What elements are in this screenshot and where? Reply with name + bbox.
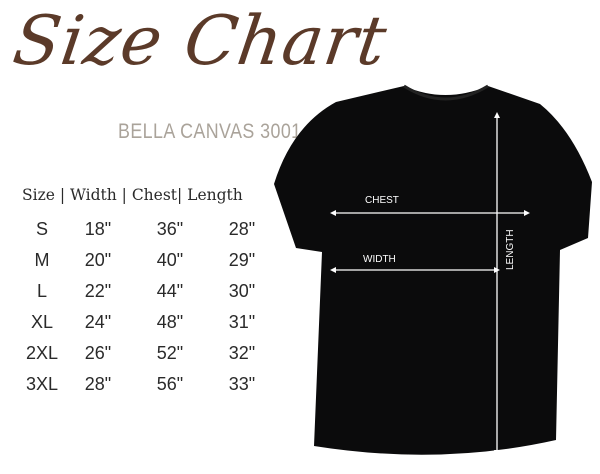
width-arrow xyxy=(330,267,500,273)
table-cell: M xyxy=(34,250,50,270)
length-label: LENGTH xyxy=(505,229,516,270)
length-arrow xyxy=(494,112,500,456)
table-cell: 33" xyxy=(228,374,256,394)
table-cell: 30" xyxy=(228,281,256,301)
table-header: Size | Width | Chest| Length xyxy=(22,186,243,204)
table-cell: 28" xyxy=(84,374,112,394)
table-cell: 44" xyxy=(156,281,184,301)
chest-label: CHEST xyxy=(365,195,399,206)
table-cell: 48" xyxy=(156,312,184,332)
table-cell: XL xyxy=(30,312,54,332)
table-cell: 32" xyxy=(228,343,256,363)
table-row: XL 24" 48" 31" xyxy=(22,307,278,338)
chest-arrow xyxy=(330,210,530,216)
table-row: L 22" 44" 30" xyxy=(22,276,278,307)
table-cell: 56" xyxy=(156,374,184,394)
table-cell: 26" xyxy=(84,343,112,363)
table-cell: 24" xyxy=(84,312,112,332)
table-cell: 20" xyxy=(84,250,112,270)
table-cell: 52" xyxy=(156,343,184,363)
table-cell: 22" xyxy=(84,281,112,301)
size-table: Size | Width | Chest| Length S 18" 36" 28" M… xyxy=(22,186,278,400)
table-row: M 20" 40" 29" xyxy=(22,245,278,276)
table-cell: 2XL xyxy=(25,343,59,363)
table-row: S 18" 36" 28" xyxy=(22,214,278,245)
width-label: WIDTH xyxy=(363,254,396,265)
table-cell: 18" xyxy=(84,219,112,239)
table-cell: 36" xyxy=(156,219,184,239)
table-cell: 3XL xyxy=(25,374,59,394)
table-cell: 29" xyxy=(228,250,256,270)
table-cell: 28" xyxy=(228,219,256,239)
table-row: 2XL 26" 52" 32" xyxy=(22,338,278,369)
collar xyxy=(403,84,489,101)
table-cell: S xyxy=(35,219,48,239)
table-row: 3XL 28" 56" 33" xyxy=(22,369,278,400)
subtitle: BELLA CANVAS 3001 xyxy=(118,120,302,143)
table-cell: 40" xyxy=(156,250,184,270)
table-cell: L xyxy=(36,281,47,301)
table-cell: 31" xyxy=(228,312,256,332)
